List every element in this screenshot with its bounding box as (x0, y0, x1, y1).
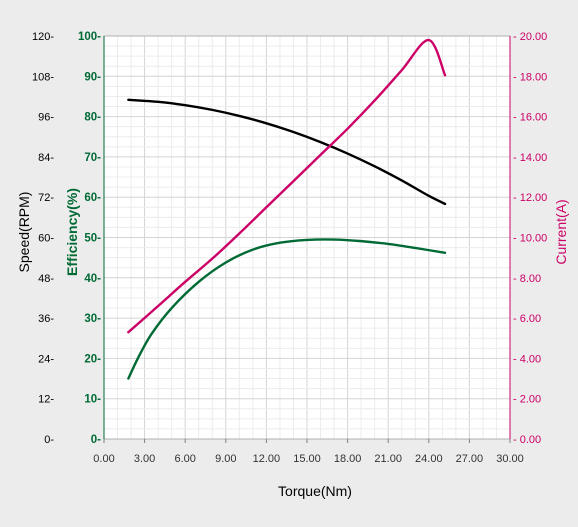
speed-tick-label: 72- (38, 192, 54, 204)
x-tick-label: 0.00 (93, 453, 114, 465)
current-tick-label: - 4.00 (513, 353, 541, 365)
grid (104, 36, 510, 439)
x-tick-label: 15.00 (293, 453, 321, 465)
current-tick-label: - 20.00 (513, 31, 547, 43)
speed-tick-label: 60- (38, 233, 54, 245)
axes: 0.00 3.00 6.00 9.00 12.00 15.00 18.00 21.00 24.0… (32, 31, 547, 465)
current-tick-label: - 2.00 (513, 394, 541, 406)
speed-tick-label: 24- (38, 353, 54, 365)
x-tick-label: 18.00 (334, 453, 362, 465)
efficiency-curve (127, 238, 447, 380)
speed-tick-label: 12- (38, 394, 54, 406)
efficiency-tick-label: 0- (91, 434, 101, 446)
efficiency-tick-label: 60- (84, 192, 101, 204)
efficiency-axis-label: Efficiency(%) (64, 188, 80, 276)
efficiency-tick-label: 30- (84, 313, 101, 325)
current-tick-label: - 14.00 (513, 152, 547, 164)
series (127, 38, 447, 380)
x-tick-label: 30.00 (496, 453, 524, 465)
current-tick-label: - 0.00 (513, 434, 541, 446)
current-tick-label: - 6.00 (513, 313, 541, 325)
x-tick-label: 6.00 (174, 453, 195, 465)
x-axis-label: Torque(Nm) (278, 483, 352, 499)
current-tick-label: - 16.00 (513, 112, 547, 124)
current-tick-label: - 8.00 (513, 273, 541, 285)
x-tick-label: 21.00 (374, 453, 402, 465)
efficiency-tick-label: 20- (84, 353, 101, 365)
x-tick-label: 27.00 (456, 453, 484, 465)
efficiency-tick-label: 50- (84, 233, 101, 245)
current-tick-label: - 18.00 (513, 71, 547, 83)
current-tick-label: - 12.00 (513, 192, 547, 204)
speed-tick-label: 108- (32, 71, 54, 83)
x-tick-label: 24.00 (415, 453, 443, 465)
x-tick-label: 9.00 (215, 453, 236, 465)
speed-tick-label: 0- (44, 434, 54, 446)
x-tick-label: 3.00 (134, 453, 155, 465)
speed-tick-label: 84- (38, 152, 54, 164)
speed-curve (127, 98, 447, 206)
efficiency-tick-label: 90- (84, 71, 101, 83)
x-tick-label: 12.00 (253, 453, 281, 465)
current-curve (127, 38, 447, 334)
speed-tick-label: 120- (32, 31, 54, 43)
speed-tick-label: 48- (38, 273, 54, 285)
current-axis-label: Current(A) (553, 199, 569, 264)
efficiency-tick-label: 80- (84, 112, 101, 124)
speed-tick-label: 96- (38, 112, 54, 124)
efficiency-tick-label: 70- (84, 152, 101, 164)
speed-axis-label: Speed(RPM) (16, 192, 32, 273)
efficiency-tick-label: 40- (84, 273, 101, 285)
efficiency-tick-label: 10- (84, 394, 101, 406)
efficiency-tick-label: 100- (78, 31, 101, 43)
speed-tick-label: 36- (38, 313, 54, 325)
current-tick-label: - 10.00 (513, 233, 547, 245)
